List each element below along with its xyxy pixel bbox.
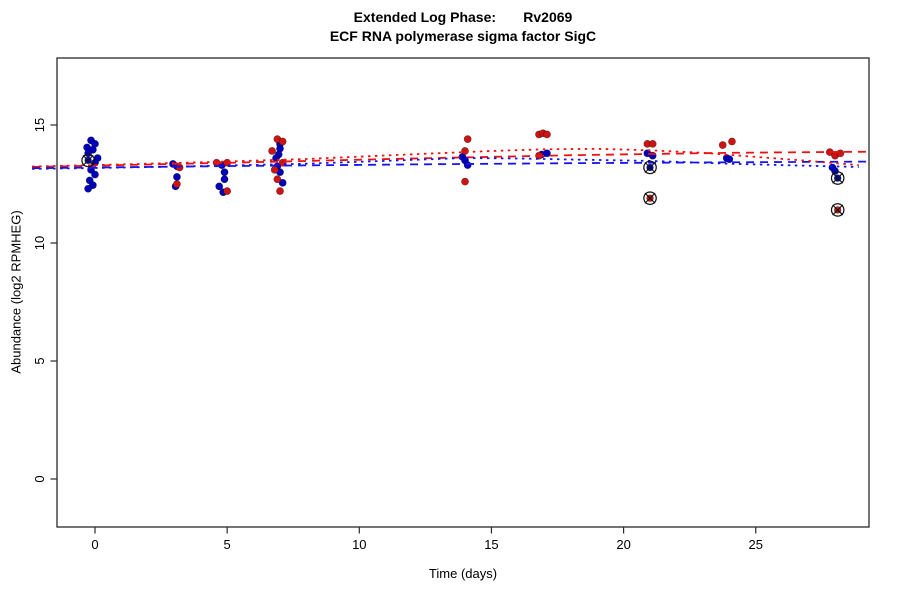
trend-line-blue-dashed-fit [32, 160, 870, 170]
blue-data-point [173, 173, 181, 181]
blue-data-point [220, 175, 229, 184]
red-data-point [718, 141, 727, 149]
flag-x-stroke [82, 154, 94, 166]
red-data-point [461, 177, 469, 186]
flag-circle-marker [643, 160, 657, 175]
blue-data-point [725, 155, 734, 164]
x-axis-label: Time (days) [428, 566, 498, 581]
red-data-point [276, 187, 284, 195]
x-tick-label: 15 [484, 537, 498, 552]
y-tick-label: 10 [32, 236, 47, 250]
plot-subtitle: ECF RNA polymerase sigma factor SigC [329, 28, 597, 44]
red-data-point [278, 137, 287, 146]
red-data-point [173, 180, 181, 188]
trend-line-red-dotted-smooth [32, 147, 859, 168]
y-tick-label: 15 [32, 118, 47, 132]
flag-x-stroke [832, 172, 844, 184]
red-data-point [648, 139, 657, 148]
red-data-point [273, 175, 282, 184]
trend-line-red-dashed-fit [32, 150, 870, 168]
flag-circle-marker [81, 153, 95, 168]
plot-frame [56, 57, 870, 528]
flag-x-stroke [832, 204, 844, 216]
flag-circle-marker [830, 171, 845, 185]
blue-data-point [220, 168, 229, 177]
blue-data-point [463, 161, 472, 170]
flag-x-stroke [644, 192, 656, 204]
red-data-point [836, 149, 845, 158]
x-tick-label: 25 [749, 537, 763, 552]
plot-title: Extended Log Phase: Rv2069 [353, 9, 573, 25]
blue-data-point [278, 178, 287, 187]
blue-data-point [91, 170, 99, 179]
x-tick-label: 10 [352, 537, 366, 552]
red-data-point [223, 187, 232, 195]
blue-data-point [543, 149, 551, 158]
x-tick-label: 0 [91, 537, 98, 552]
flag-circle-marker [830, 203, 845, 217]
x-tick-label: 5 [224, 537, 231, 552]
blue-data-point [84, 149, 93, 158]
blue-data-point [215, 182, 224, 191]
flag-x-stroke [644, 161, 656, 173]
flag-circle-marker [643, 191, 657, 205]
y-tick-label: 5 [32, 357, 47, 364]
red-data-point [461, 147, 469, 155]
red-data-point [268, 147, 276, 155]
red-data-point [270, 165, 279, 174]
blue-data-point [831, 167, 839, 175]
y-tick-label: 0 [32, 475, 47, 482]
x-tick-label: 20 [616, 537, 630, 552]
blue-data-point [84, 184, 93, 193]
red-data-point [543, 130, 551, 139]
red-data-point [463, 135, 472, 144]
red-data-point [728, 137, 736, 146]
